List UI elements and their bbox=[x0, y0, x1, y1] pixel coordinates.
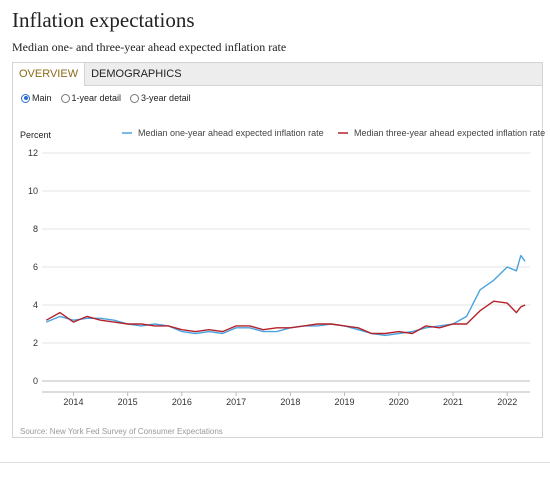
page-subtitle: Median one- and three-year ahead expecte… bbox=[12, 40, 287, 54]
y-gridlines bbox=[42, 152, 530, 382]
view-radio-group: Main 1-year detail 3-year detail bbox=[21, 93, 191, 103]
radio-unselected-icon[interactable] bbox=[130, 93, 140, 103]
x-tick-label: 2015 bbox=[118, 397, 138, 407]
inflation-expectations-chart: Percent Median one-year ahead expected i… bbox=[20, 128, 545, 436]
radio-1-year-label: 1-year detail bbox=[71, 93, 122, 103]
tab-demographics[interactable]: DEMOGRAPHICS bbox=[91, 68, 182, 80]
y-axis-label: Percent bbox=[20, 130, 52, 140]
y-tick-label: 0 bbox=[33, 376, 38, 386]
radio-3-year-label: 3-year detail bbox=[141, 93, 191, 103]
y-tick-label: 6 bbox=[33, 262, 38, 272]
radio-3-year-detail[interactable]: 3-year detail bbox=[130, 93, 191, 103]
legend-label-one-year: Median one-year ahead expected inflation… bbox=[138, 128, 324, 138]
page-title: Inflation expectations bbox=[12, 8, 195, 32]
footer-divider bbox=[0, 462, 550, 463]
radio-main[interactable]: Main bbox=[21, 93, 52, 103]
tab-overview[interactable]: OVERVIEW bbox=[13, 63, 86, 86]
chart-source-note: Source: New York Fed Survey of Consumer … bbox=[20, 427, 223, 436]
x-tick-label: 2016 bbox=[172, 397, 192, 407]
y-tick-labels: 0 2 4 6 8 10 12 bbox=[28, 148, 38, 386]
x-tick-label: 2022 bbox=[497, 397, 517, 407]
x-tick-label: 2017 bbox=[226, 397, 246, 407]
x-tick-label: 2014 bbox=[63, 397, 83, 407]
y-tick-label: 4 bbox=[33, 300, 38, 310]
series-line-three-year bbox=[45, 300, 526, 335]
y-tick-label: 2 bbox=[33, 338, 38, 348]
tab-bar: OVERVIEW DEMOGRAPHICS bbox=[13, 63, 542, 86]
x-tick-label: 2019 bbox=[335, 397, 355, 407]
x-tick-label: 2021 bbox=[443, 397, 463, 407]
radio-main-label: Main bbox=[32, 93, 52, 103]
y-tick-label: 12 bbox=[28, 148, 38, 158]
x-tick-label: 2018 bbox=[280, 397, 300, 407]
series-lines bbox=[45, 254, 526, 337]
radio-1-year-detail[interactable]: 1-year detail bbox=[60, 93, 122, 103]
legend-label-three-year: Median three-year ahead expected inflati… bbox=[354, 128, 545, 138]
radio-selected-icon[interactable] bbox=[21, 93, 30, 103]
y-tick-label: 8 bbox=[33, 224, 38, 234]
y-tick-label: 10 bbox=[28, 186, 38, 196]
x-tick-labels: 2014 2015 2016 2017 2018 2019 2020 2021 2022 bbox=[42, 391, 530, 407]
x-tick-label: 2020 bbox=[389, 397, 409, 407]
radio-unselected-icon[interactable] bbox=[60, 93, 70, 103]
chart-panel: OVERVIEW DEMOGRAPHICS Main 1-year detail… bbox=[12, 62, 543, 438]
